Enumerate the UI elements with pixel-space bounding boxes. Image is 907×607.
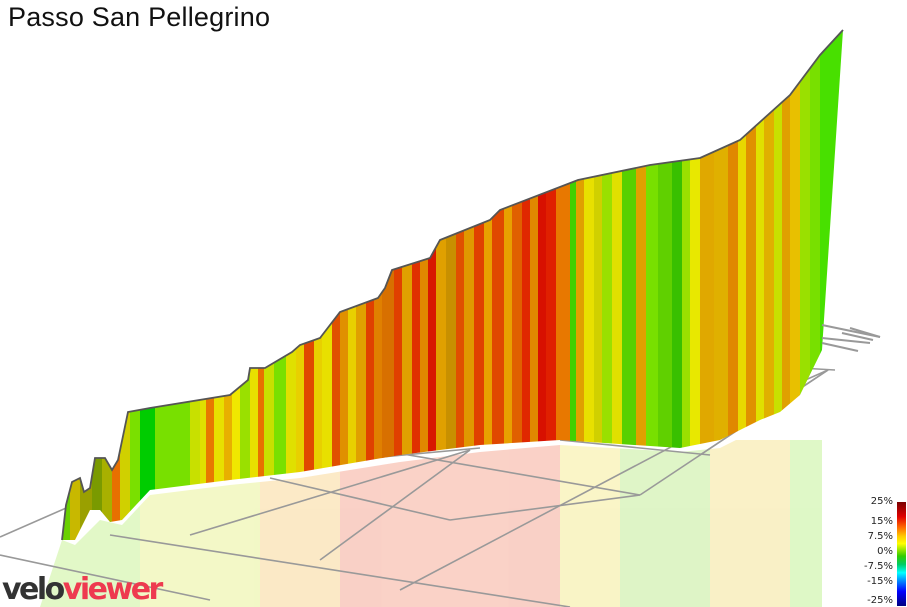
chart-title: Passo San Pellegrino: [8, 2, 271, 32]
gradient-legend: 25% 15% 7.5% 0% -7.5% -15% -25%: [850, 494, 907, 607]
logo-part-velo: velo: [2, 572, 65, 607]
legend-label-minus-15: -15%: [867, 576, 893, 587]
legend-label-0: 0%: [877, 546, 893, 557]
veloviewer-logo[interactable]: veloviewer: [2, 572, 164, 607]
north-arrow-lines: [821, 324, 881, 352]
legend-label-minus-25: -25%: [867, 595, 893, 606]
profile-outline: [61, 29, 844, 541]
gradient-color-bar: [897, 502, 906, 606]
legend-label-minus-7-5: -7.5%: [863, 561, 893, 572]
logo-part-viewer: viewer: [62, 572, 164, 607]
legend-label-15: 15%: [870, 516, 893, 527]
legend-label-7-5: 7.5%: [867, 531, 893, 542]
legend-label-25: 25%: [870, 496, 893, 507]
